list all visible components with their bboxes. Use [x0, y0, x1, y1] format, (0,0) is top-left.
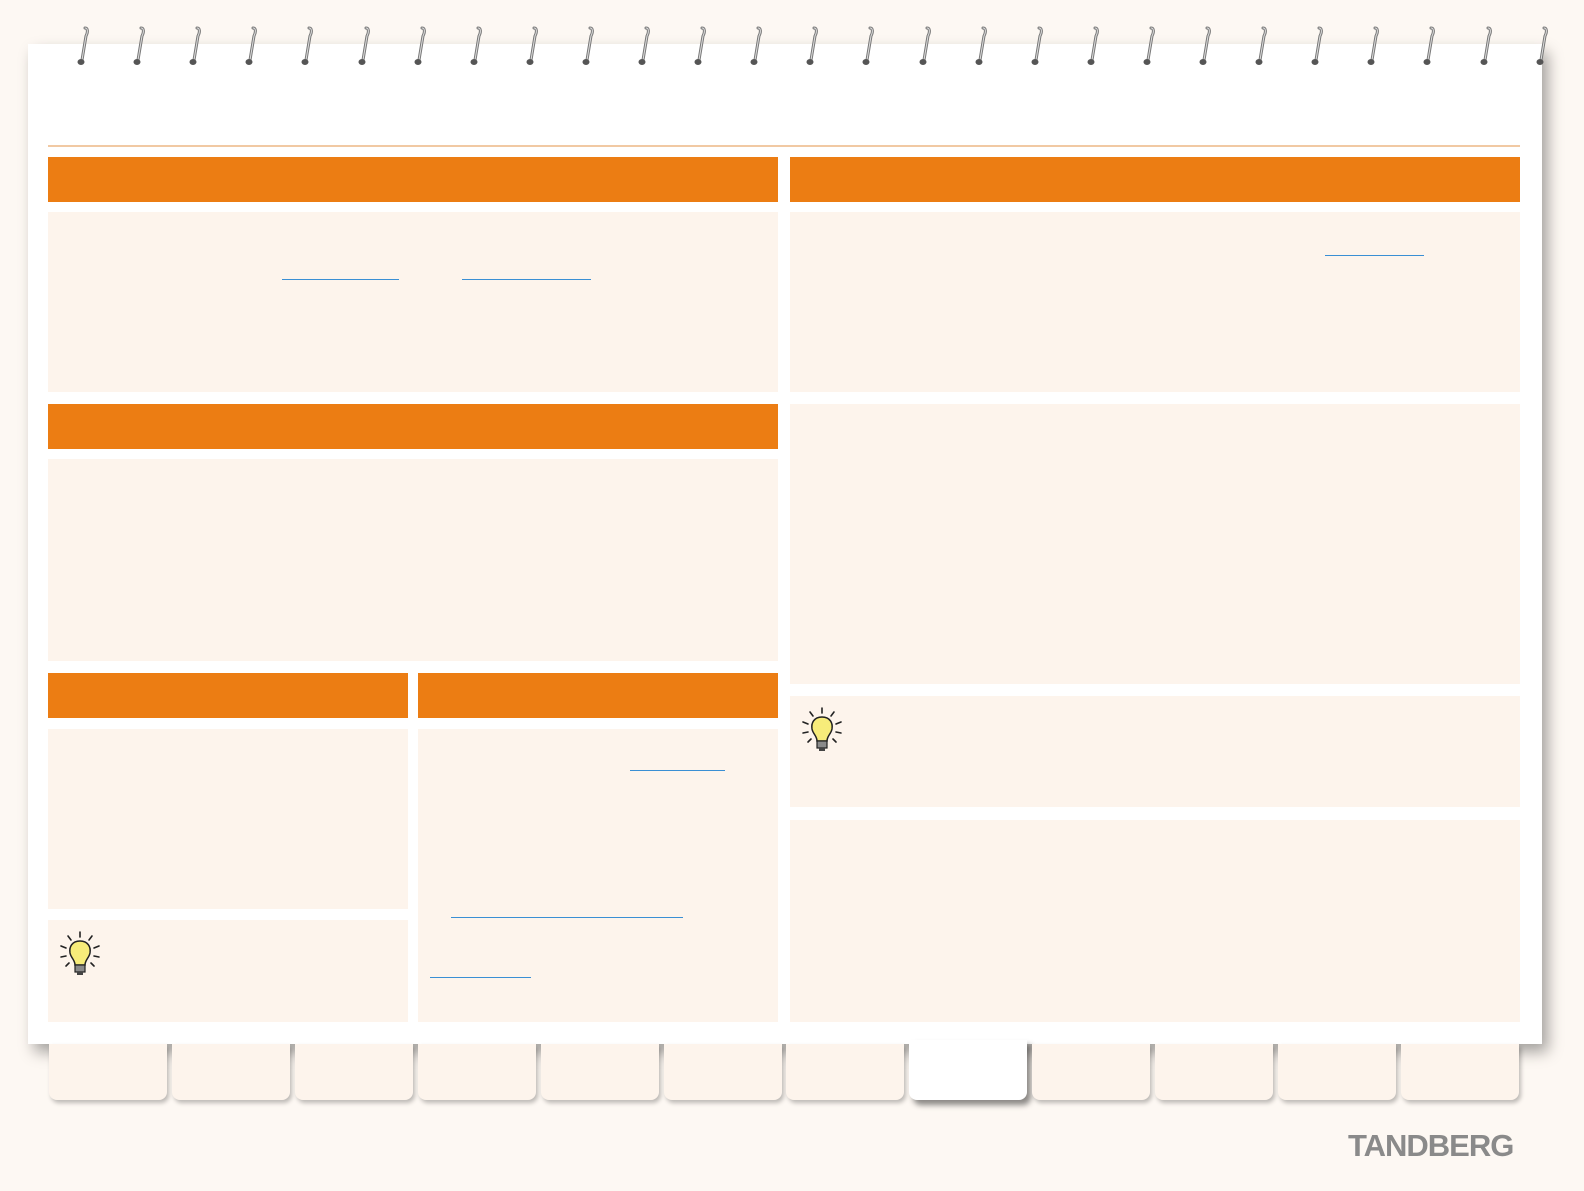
spiral-ring-icon: [1142, 26, 1156, 68]
spiral-ring-icon: [525, 26, 539, 68]
section-header-top-left: [48, 157, 778, 202]
section-body-middle-right: [790, 404, 1520, 684]
index-tab[interactable]: [1400, 1044, 1519, 1100]
index-tab-active[interactable]: [909, 1040, 1028, 1100]
spiral-ring-icon: [1479, 26, 1493, 68]
section-body-bottom-right: [790, 820, 1520, 1022]
spiral-ring-icon: [188, 26, 202, 68]
tip-box-left: [48, 920, 408, 1022]
spiral-ring-icon: [693, 26, 707, 68]
spiral-ring-icon: [76, 26, 90, 68]
spiral-ring-icon: [300, 26, 314, 68]
index-tab[interactable]: [171, 1044, 290, 1100]
spiral-ring-icon: [357, 26, 371, 68]
section-body-middle-left: [48, 459, 778, 661]
spiral-ring-icon: [1310, 26, 1324, 68]
lightbulb-icon: [800, 706, 844, 754]
spiral-ring-icon: [1030, 26, 1044, 68]
cross-reference-link[interactable]: [430, 977, 531, 978]
section-header-middle-left: [48, 404, 778, 449]
spiral-ring-icon: [244, 26, 258, 68]
spiral-ring-icon: [918, 26, 932, 68]
spiral-ring-icon: [861, 26, 875, 68]
index-tab[interactable]: [417, 1044, 536, 1100]
spiral-ring-icon: [132, 26, 146, 68]
section-body-top-left: [48, 212, 778, 392]
index-tab[interactable]: [786, 1044, 905, 1100]
spiral-ring-icon: [1086, 26, 1100, 68]
spiral-ring-icon: [805, 26, 819, 68]
spiral-ring-icon: [637, 26, 651, 68]
section-body-bottom-middle: [418, 729, 778, 1022]
spiral-ring-icon: [1535, 26, 1549, 68]
title-divider: [48, 145, 1520, 147]
index-tab[interactable]: [294, 1044, 413, 1100]
spiral-ring-icon: [1254, 26, 1268, 68]
spiral-ring-icon: [1366, 26, 1380, 68]
spiral-ring-icon: [974, 26, 988, 68]
cross-reference-link[interactable]: [451, 917, 683, 918]
section-header-bottom-left: [48, 673, 408, 718]
section-header-bottom-middle: [418, 673, 778, 718]
index-tab[interactable]: [1278, 1044, 1396, 1100]
spiral-ring-icon: [1198, 26, 1212, 68]
section-body-top-right: [790, 212, 1520, 392]
cross-reference-link[interactable]: [462, 279, 591, 280]
cross-reference-link[interactable]: [282, 279, 399, 280]
index-tab[interactable]: [1155, 1044, 1274, 1100]
section-header-top-right: [790, 157, 1520, 202]
tandberg-logo: TANDBERG: [1348, 1128, 1514, 1163]
tip-box-right: [790, 696, 1520, 807]
spiral-ring-icon: [749, 26, 763, 68]
cross-reference-link[interactable]: [1325, 255, 1424, 256]
spiral-ring-icon: [469, 26, 483, 68]
lightbulb-icon: [58, 930, 102, 978]
index-tab[interactable]: [49, 1044, 167, 1100]
spiral-ring-icon: [413, 26, 427, 68]
spiral-ring-icon: [581, 26, 595, 68]
spiral-ring-icon: [1422, 26, 1436, 68]
index-tab[interactable]: [540, 1044, 659, 1100]
section-body-bottom-left: [48, 729, 408, 909]
index-tab[interactable]: [1032, 1044, 1151, 1100]
index-tab[interactable]: [663, 1044, 782, 1100]
cross-reference-link[interactable]: [630, 770, 725, 771]
